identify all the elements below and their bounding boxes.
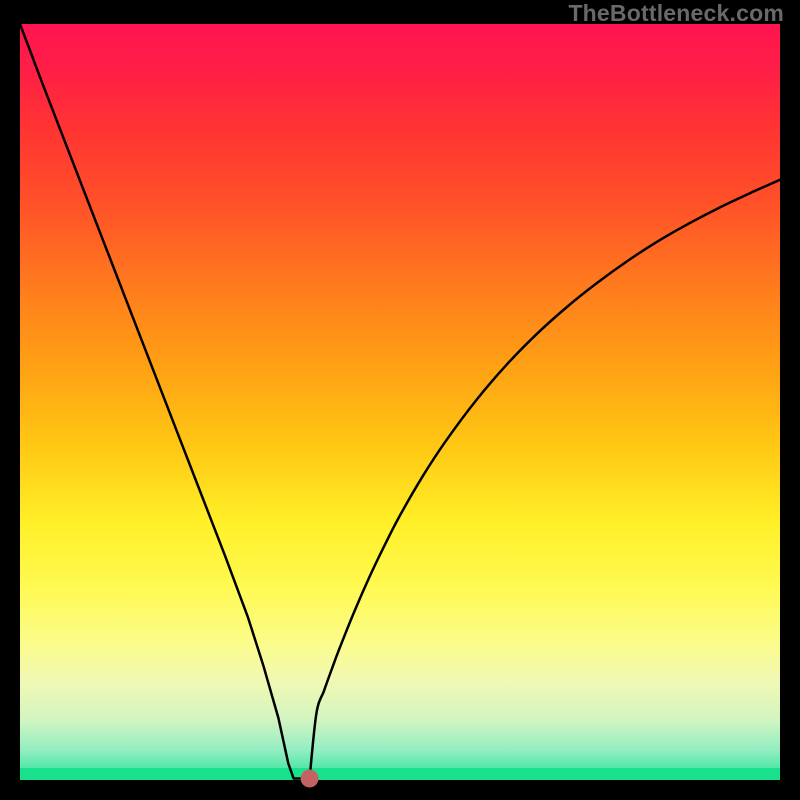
plot-background xyxy=(20,24,780,780)
bottleneck-chart xyxy=(0,0,800,800)
minimum-marker xyxy=(301,769,319,787)
watermark-text: TheBottleneck.com xyxy=(568,0,784,27)
bottom-band xyxy=(20,768,780,780)
